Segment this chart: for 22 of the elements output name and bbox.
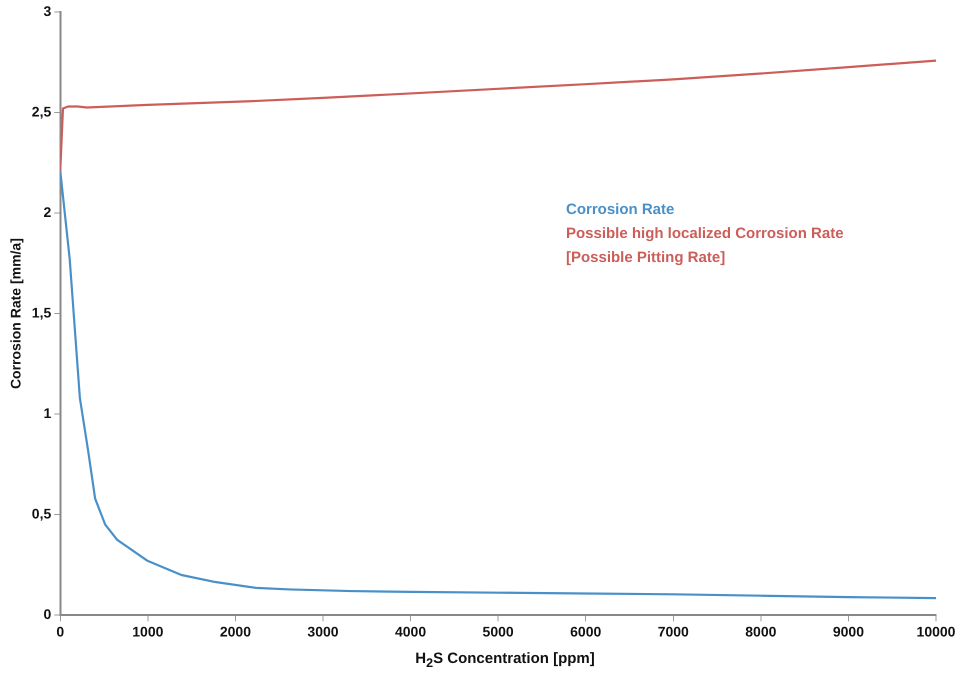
text: Possible high localized Corrosion Rate [Possible Pitting Rate]: [566, 224, 845, 268]
x-tick-label: 3000: [307, 623, 339, 640]
x-tick-label: 1000: [132, 623, 164, 640]
y-tick-label: 0: [43, 606, 52, 622]
x-tick-label: 2000: [220, 623, 252, 640]
text: Corrosion Rate: [566, 200, 676, 220]
x-tick-label: 8000: [745, 623, 777, 640]
y-tick-label: 1,5: [32, 304, 52, 320]
y-axis-title: Corrosion Rate [mm/a]: [7, 238, 24, 390]
y-tick-label: 0,5: [32, 506, 52, 522]
x-tick-label: 10000: [916, 623, 956, 640]
x-tick-label: 4000: [394, 623, 426, 640]
x-tick-label: 6000: [570, 623, 602, 640]
y-tick-label: 2: [43, 204, 52, 220]
y-tick-label: 3: [43, 2, 52, 19]
x-tick-label: 7000: [658, 623, 690, 640]
x-tick-label: 0: [56, 623, 64, 640]
x-tick-label: 9000: [832, 623, 864, 640]
x-axis-title: H$_{2}$S Concentration [ppm]: [414, 650, 596, 670]
y-tick-label: 1: [43, 404, 52, 421]
x-tick-label: 5000: [482, 623, 514, 640]
y-tick-label: 2,5: [32, 103, 52, 120]
